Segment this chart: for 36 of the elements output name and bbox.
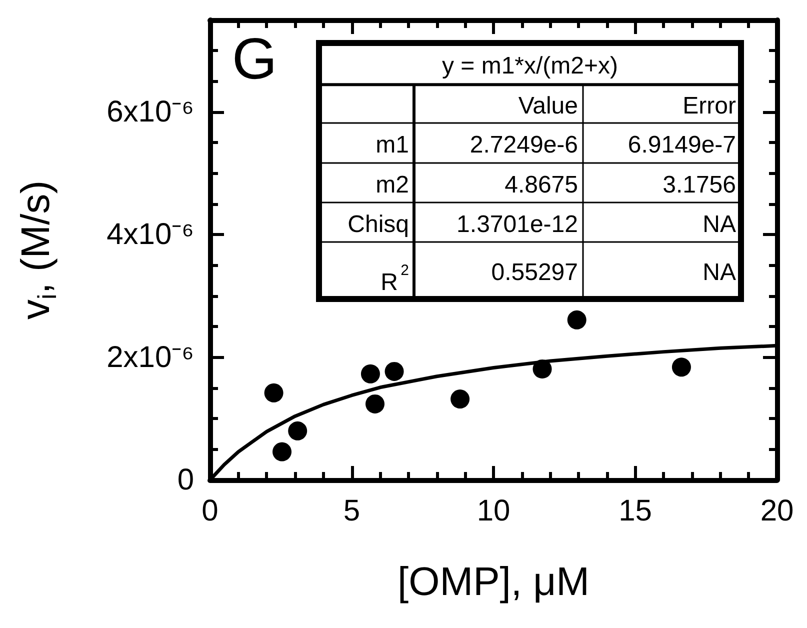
annotation: y = m1*x/(m2+x) (442, 52, 618, 80)
y-tick-label: 6x10⁻⁶ (106, 96, 194, 128)
x-axis-title: [OMP], μM (398, 560, 590, 604)
x-tick-label: 0 (202, 494, 218, 528)
x-tick-label: 10 (476, 494, 510, 528)
point (532, 359, 552, 378)
annotation: NA (702, 259, 736, 286)
point (264, 383, 284, 402)
x-tick-label: 20 (760, 494, 794, 528)
annotation: Value (518, 92, 578, 120)
x-tick-label: 5 (343, 494, 360, 528)
point (384, 362, 404, 381)
annotation: 3.1756 (662, 171, 736, 198)
annotation: 1.3701e-12 (456, 210, 578, 238)
annotation: G (232, 26, 278, 92)
point (360, 364, 380, 384)
x-tick-label: 15 (618, 494, 652, 528)
y-tick-label: 0 (177, 464, 194, 496)
point (272, 442, 292, 462)
annotation: 2.7249e-6 (470, 132, 578, 158)
point (366, 394, 384, 414)
annotation: m1 (376, 132, 409, 158)
y-tick-label: 2x10⁻⁶ (106, 340, 194, 374)
point (288, 421, 308, 440)
annotation: NA (702, 210, 736, 238)
y-axis-title: vi, (M/s) (14, 180, 62, 320)
annotation: 4.8675 (504, 171, 578, 198)
point (672, 358, 691, 377)
point (450, 390, 470, 409)
annotation: m2 (376, 171, 409, 198)
y-tick-label: 4x10⁻⁶ (106, 218, 194, 252)
annotation: Error (682, 92, 736, 120)
annotation: 6.9149e-7 (628, 132, 736, 158)
annotation: 0.55297 (491, 259, 578, 286)
point (567, 310, 586, 330)
annotation: Chisq (348, 210, 409, 238)
